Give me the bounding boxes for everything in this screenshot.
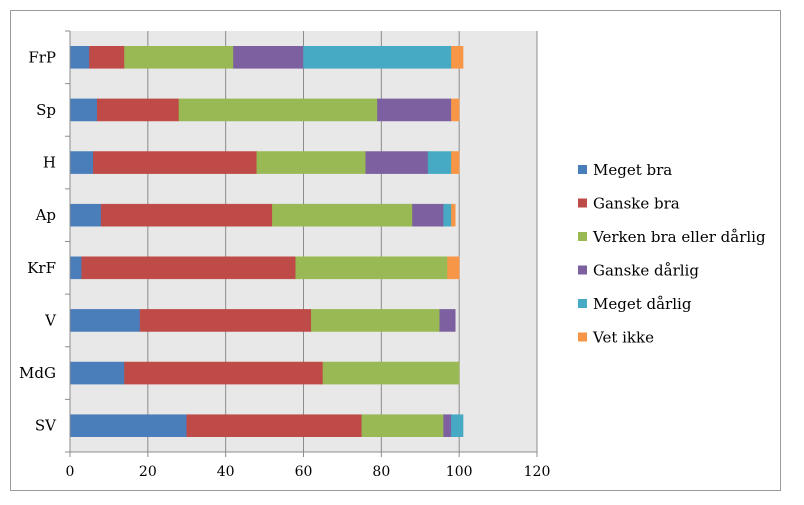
bars <box>69 46 464 437</box>
category-label: Sp <box>36 101 56 119</box>
legend-swatch <box>578 232 587 241</box>
x-tick-label: 60 <box>295 464 313 480</box>
bar-segment <box>178 98 378 122</box>
category-labels: FrP Sp H Ap KrF V MdG SV <box>19 48 57 434</box>
legend-swatch <box>578 165 587 174</box>
bar-segment <box>93 151 258 174</box>
legend-label: Meget dårlig <box>593 295 692 313</box>
bar-segment <box>295 256 448 280</box>
x-tick-label: 20 <box>139 464 157 480</box>
bar-segment <box>322 361 460 385</box>
bar-segment <box>361 414 444 437</box>
bar-segment <box>69 309 141 332</box>
bar-segment <box>412 203 444 227</box>
category-label: H <box>43 154 56 172</box>
bar-segment <box>377 98 452 122</box>
legend-label: Vet ikke <box>592 329 654 347</box>
bar-segment <box>443 203 452 227</box>
bar-segment <box>233 46 304 69</box>
x-tick-label: 0 <box>66 464 75 480</box>
x-tick-label: 40 <box>217 464 235 480</box>
bar-segment <box>96 98 180 122</box>
bar-segment <box>443 414 452 437</box>
bar-segment <box>100 203 273 227</box>
bar-segment <box>69 46 90 69</box>
bar-segment <box>451 414 464 437</box>
bar-segment <box>447 256 460 280</box>
x-tick-label: 80 <box>372 464 390 480</box>
bar-segment <box>69 151 94 174</box>
axes <box>65 30 538 457</box>
bar-segment <box>365 151 429 174</box>
legend-swatch <box>578 265 587 275</box>
bar-segment <box>451 151 460 174</box>
bar-segment <box>69 203 102 227</box>
category-label: FrP <box>28 48 56 66</box>
legend-swatch <box>578 332 587 342</box>
legend-label: Ganske bra <box>593 195 680 213</box>
bar-segment <box>256 151 367 174</box>
bar-segment <box>139 309 312 332</box>
tick-labels: 0 20 40 60 80 100 120 <box>66 464 551 480</box>
x-tick-label: 120 <box>524 464 551 480</box>
bar-segment <box>451 46 464 69</box>
legend-label: Meget bra <box>593 161 672 179</box>
bar-segment <box>311 309 440 332</box>
category-label: SV <box>35 417 57 435</box>
bar-segment <box>451 98 460 122</box>
bar-segment <box>69 256 82 280</box>
bar-segment <box>186 414 363 437</box>
legend-swatch <box>578 299 587 308</box>
bar-segment <box>427 151 452 174</box>
bar-segment <box>69 361 125 385</box>
bar-segment <box>69 414 187 437</box>
bar-segment <box>89 46 125 69</box>
bar-segment <box>124 46 234 69</box>
bar-segment <box>81 256 296 280</box>
legend-label: Verken bra eller dårlig <box>592 228 766 246</box>
x-tick-label: 100 <box>446 464 473 480</box>
legend: Meget bra Ganske bra Verken bra eller dårl… <box>578 161 766 347</box>
category-label: KrF <box>27 259 56 277</box>
category-label: MdG <box>19 364 56 382</box>
bar-segment <box>439 309 456 332</box>
legend-swatch <box>578 198 587 208</box>
category-label: Ap <box>35 206 56 224</box>
legend-label: Ganske dårlig <box>593 262 699 280</box>
bar-segment <box>451 203 456 227</box>
bar-segment <box>303 46 452 69</box>
bar-segment <box>69 98 98 122</box>
category-label: V <box>44 311 57 329</box>
bar-segment <box>272 203 413 227</box>
bar-segment <box>124 361 324 385</box>
